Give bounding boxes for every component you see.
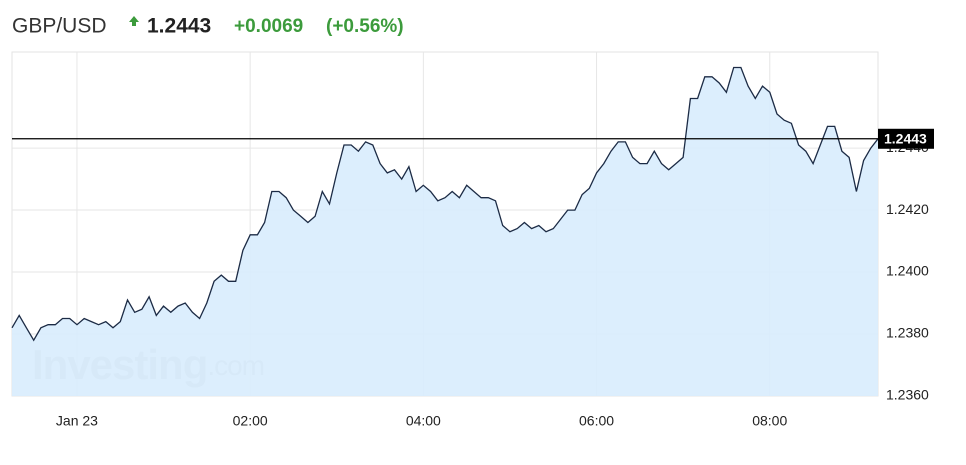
x-tick-label: 06:00 [579, 413, 614, 429]
symbol: GBP/USD [12, 15, 107, 38]
x-tick-label: 02:00 [233, 413, 268, 429]
y-tick-label: 1.2420 [886, 201, 929, 217]
price-label: 1.2443 [884, 130, 927, 146]
up-arrow [129, 16, 139, 26]
area [12, 67, 878, 396]
y-tick-label: 1.2400 [886, 263, 929, 279]
y-tick-label: 1.2380 [886, 325, 929, 341]
x-tick-label: Jan 23 [56, 413, 98, 429]
x-tick-label: 08:00 [752, 413, 787, 429]
change-pct: (+0.56%) [326, 16, 404, 37]
price: 1.2443 [147, 15, 211, 38]
x-tick-label: 04:00 [406, 413, 441, 429]
price-box [878, 128, 934, 149]
y-tick-label: 1.2360 [886, 387, 929, 403]
line [11, 66, 879, 342]
change: +0.0069 [234, 16, 303, 37]
